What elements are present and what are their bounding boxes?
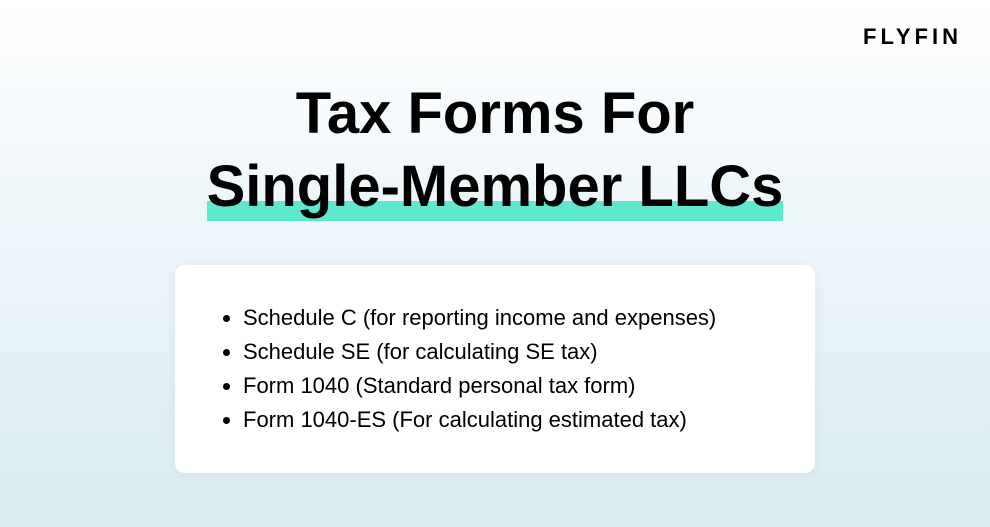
list-item: Schedule SE (for calculating SE tax) [243, 335, 771, 369]
title-line-1: Tax Forms For [296, 81, 695, 146]
page-title: Tax Forms For Single-Member LLCs [207, 78, 784, 223]
forms-card: Schedule C (for reporting income and exp… [175, 265, 815, 473]
title-line-2: Single-Member LLCs [207, 151, 784, 224]
list-item: Form 1040-ES (For calculating estimated … [243, 403, 771, 437]
list-item: Form 1040 (Standard personal tax form) [243, 369, 771, 403]
list-item: Schedule C (for reporting income and exp… [243, 301, 771, 335]
brand-logo: FLYFIN [863, 24, 962, 50]
main-content: Tax Forms For Single-Member LLCs Schedul… [0, 0, 990, 473]
forms-list: Schedule C (for reporting income and exp… [219, 301, 771, 437]
title-line-2-text: Single-Member LLCs [207, 154, 784, 219]
